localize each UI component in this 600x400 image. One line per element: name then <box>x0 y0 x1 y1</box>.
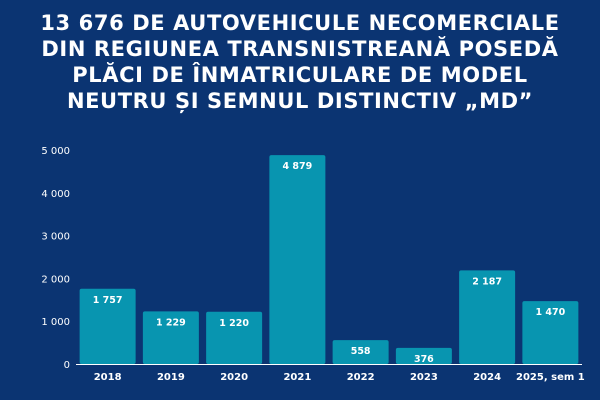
y-tick-label: 0 <box>64 360 70 371</box>
x-tick-label: 2020 <box>220 372 248 383</box>
chart-title-line-3: PLĂCI DE ÎNMATRICULARE DE MODEL <box>72 63 528 87</box>
y-tick-label: 1 000 <box>41 317 70 328</box>
bar-value-label: 1 757 <box>93 295 123 306</box>
x-tick-label: 2021 <box>283 372 311 383</box>
x-tick-label: 2023 <box>410 372 438 383</box>
x-tick-label: 2019 <box>157 372 185 383</box>
bar-value-label: 376 <box>414 354 434 365</box>
chart-title-line-1: 13 676 DE AUTOVEHICULE NECOMERCIALE <box>40 11 560 35</box>
bar <box>395 347 452 364</box>
bar <box>142 311 199 364</box>
bar <box>522 301 579 364</box>
chart-title-line-2: DIN REGIUNEA TRANSNISTREANĂ POSEDĂ <box>41 37 559 61</box>
bar-value-label: 1 470 <box>536 307 566 318</box>
bar <box>206 311 263 364</box>
y-tick-label: 5 000 <box>41 146 70 157</box>
chart-title: 13 676 DE AUTOVEHICULE NECOMERCIALE DIN … <box>0 10 600 114</box>
x-tick-label: 2018 <box>94 372 122 383</box>
bar <box>332 340 389 364</box>
bar-value-label: 1 220 <box>219 318 249 329</box>
y-tick-label: 4 000 <box>41 189 70 200</box>
y-tick-label: 3 000 <box>41 232 70 243</box>
bar-value-label: 1 229 <box>156 317 186 328</box>
bar <box>459 270 516 364</box>
bar-value-label: 558 <box>351 346 371 357</box>
x-tick-label: 2022 <box>347 372 375 383</box>
bar-value-label: 4 879 <box>283 161 313 172</box>
bar <box>269 155 326 364</box>
bar-value-label: 2 187 <box>472 276 502 287</box>
x-tick-label: 2024 <box>473 372 501 383</box>
bar <box>79 288 136 364</box>
chart-title-line-4: NEUTRU ȘI SEMNUL DISTINCTIV „MD” <box>66 89 534 113</box>
y-tick-label: 2 000 <box>41 274 70 285</box>
x-tick-label: 2025, sem 1 <box>516 372 585 383</box>
